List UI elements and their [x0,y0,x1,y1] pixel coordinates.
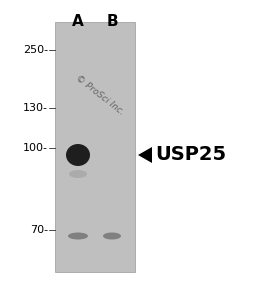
Text: 100-: 100- [23,143,48,153]
Text: A: A [72,14,84,29]
Bar [55,22,135,272]
Text: © ProSci Inc.: © ProSci Inc. [74,73,126,117]
Text: 130-: 130- [23,103,48,113]
Ellipse shape [103,232,121,239]
Ellipse shape [68,232,88,239]
Text: USP25: USP25 [155,146,226,164]
Text: 250-: 250- [23,45,48,55]
Text: 70-: 70- [30,225,48,235]
Ellipse shape [69,170,87,178]
Polygon shape [138,147,152,163]
Text: B: B [106,14,118,29]
Ellipse shape [66,144,90,166]
